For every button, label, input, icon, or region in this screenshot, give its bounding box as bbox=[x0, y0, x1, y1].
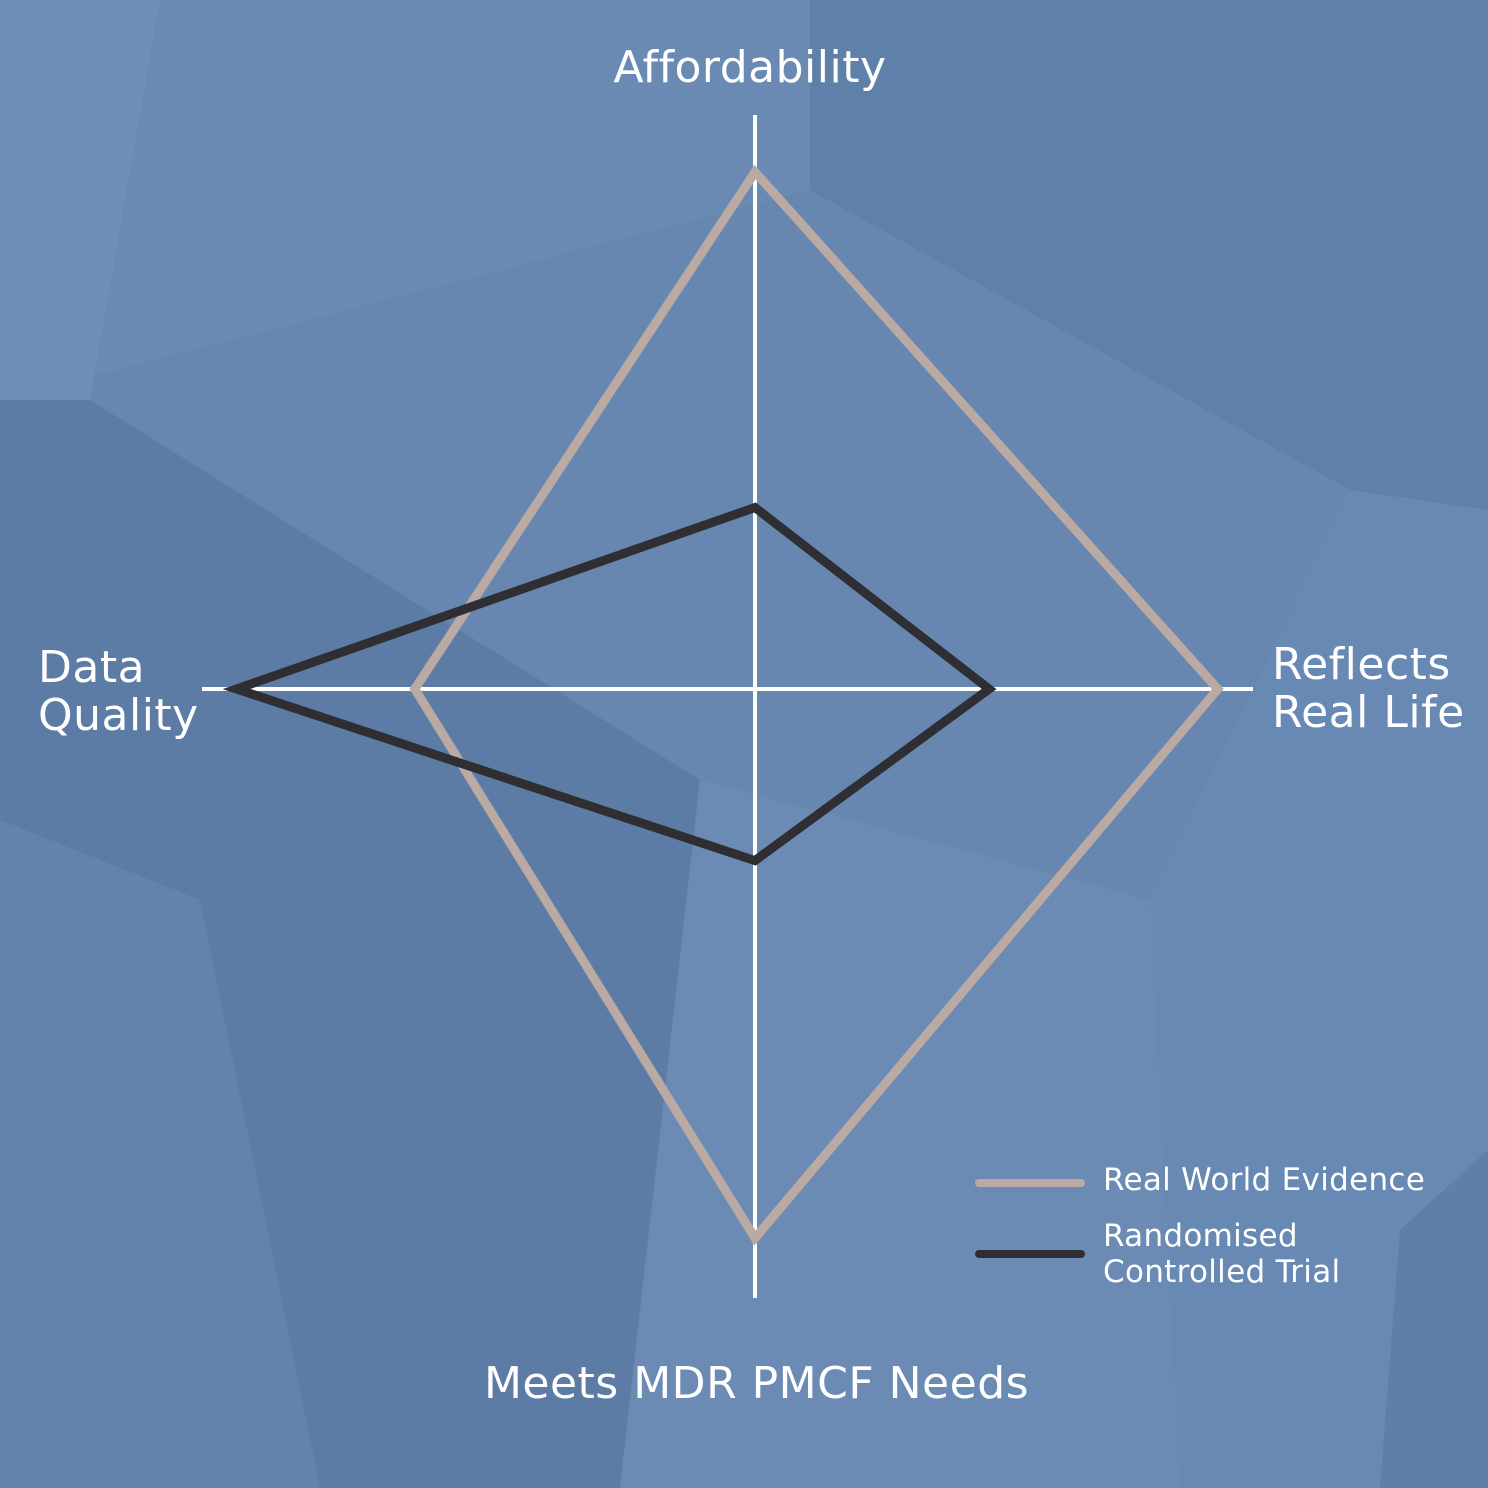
axis-label-reflects-real-life: Reflects Real Life bbox=[1272, 641, 1465, 737]
axis-label-line: Data bbox=[38, 642, 146, 693]
axis-label-meets-mdr-pmcf-needs: Meets MDR PMCF Needs bbox=[483, 1358, 1030, 1409]
legend-label: Randomised Controlled Trial bbox=[1103, 1218, 1340, 1290]
series-line-real-world-evidence bbox=[409, 164, 1224, 1246]
legend-swatch-real-world-evidence bbox=[975, 1179, 1085, 1187]
axis-label-line: Reflects bbox=[1272, 639, 1451, 690]
legend-label-line: Controlled Trial bbox=[1103, 1254, 1341, 1290]
axis-label-affordability: Affordability bbox=[613, 42, 887, 93]
axis-label-line: Real Life bbox=[1272, 687, 1465, 738]
legend-label-line: Randomised bbox=[1103, 1218, 1298, 1254]
axis-label-line: Quality bbox=[38, 690, 199, 741]
legend-label: Real World Evidence bbox=[1103, 1162, 1425, 1198]
axis-label-data-quality: Data Quality bbox=[38, 644, 199, 740]
series-line-randomised-controlled-trial bbox=[222, 502, 997, 866]
legend-swatch-randomised-controlled-trial bbox=[975, 1250, 1085, 1258]
legend-label-line: Real World Evidence bbox=[1103, 1162, 1426, 1198]
